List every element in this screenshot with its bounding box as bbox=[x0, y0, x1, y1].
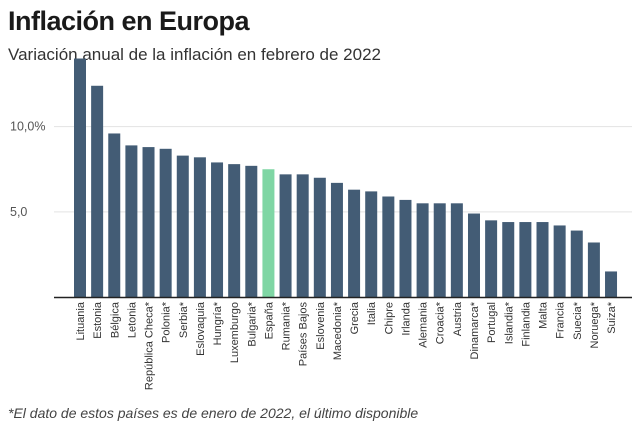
bar bbox=[228, 164, 241, 297]
bar bbox=[142, 147, 155, 297]
x-tick-label: Portugal bbox=[486, 302, 498, 343]
bar bbox=[485, 220, 498, 297]
bar bbox=[605, 271, 618, 297]
chart-title: Inflación en Europa bbox=[8, 6, 250, 36]
x-tick-label: Suiza* bbox=[606, 301, 618, 334]
x-tick-label: Suecia* bbox=[572, 301, 584, 340]
bar bbox=[125, 145, 138, 297]
x-tick-label: Dinamarca* bbox=[469, 301, 481, 359]
x-tick-label: Italia bbox=[366, 301, 378, 325]
y-tick-label: 10,0% bbox=[10, 120, 45, 134]
bar bbox=[330, 182, 343, 297]
bar bbox=[399, 199, 412, 297]
bar bbox=[587, 242, 600, 297]
x-tick-label: Hungría* bbox=[212, 301, 224, 345]
bar bbox=[519, 222, 532, 297]
bar bbox=[245, 165, 258, 297]
x-tick-label: Malta bbox=[538, 301, 550, 329]
x-tick-label: Lituania bbox=[75, 301, 87, 340]
x-tick-label: Croacia* bbox=[435, 301, 447, 344]
bar bbox=[159, 148, 172, 297]
bar bbox=[570, 230, 583, 297]
x-tick-label: República Checa* bbox=[144, 301, 156, 390]
x-tick-label: Eslovaquia bbox=[195, 301, 207, 356]
x-tick-label: Eslovenia bbox=[315, 301, 327, 350]
chart-subtitle: Variación anual de la inflación en febre… bbox=[8, 45, 382, 64]
x-tick-label: Polonia* bbox=[161, 301, 173, 343]
x-tick-label: Letonia bbox=[126, 301, 138, 338]
bar bbox=[296, 174, 309, 297]
bar bbox=[108, 133, 121, 297]
bar bbox=[348, 189, 361, 297]
bar bbox=[91, 85, 104, 297]
bar bbox=[176, 155, 189, 297]
y-tick-label: 5,0 bbox=[10, 205, 27, 219]
x-tick-label: Macedonia* bbox=[332, 301, 344, 360]
x-tick-label: Estonia bbox=[92, 301, 104, 339]
bar bbox=[536, 222, 549, 297]
bar bbox=[262, 169, 275, 297]
x-tick-label: Irlanda bbox=[400, 301, 412, 336]
x-tick-label: Luxemburgo bbox=[229, 302, 241, 363]
bar bbox=[279, 174, 292, 297]
x-tick-label: Noruega* bbox=[589, 301, 601, 348]
x-tick-label: Alemania bbox=[418, 301, 430, 348]
x-tick-label: Rumania* bbox=[281, 301, 293, 350]
bar bbox=[553, 225, 566, 297]
x-tick-label: Bulgaria* bbox=[246, 301, 258, 346]
x-tick-label: Finlandia bbox=[520, 301, 532, 347]
x-tick-label: Bélgica bbox=[109, 301, 121, 338]
gridlines bbox=[54, 126, 632, 213]
bar bbox=[193, 157, 206, 297]
x-tick-label: Austria bbox=[452, 301, 464, 336]
bar bbox=[433, 203, 446, 297]
bar bbox=[74, 58, 86, 297]
x-tick-label: Países Bajos bbox=[298, 302, 310, 367]
x-tick-label: Francia bbox=[555, 301, 567, 339]
x-tick-label: Grecia bbox=[349, 301, 361, 334]
bar bbox=[450, 203, 463, 297]
x-tick-label: Serbia* bbox=[178, 301, 190, 338]
x-axis-labels: Lituania Estonia Bélgica Letonia República C… bbox=[75, 301, 618, 390]
bar bbox=[416, 203, 429, 297]
bar bbox=[211, 162, 224, 297]
bar bbox=[313, 177, 326, 297]
footnote: *El dato de estos países es de enero de … bbox=[8, 405, 419, 421]
bar bbox=[467, 213, 480, 297]
bars bbox=[74, 58, 618, 297]
y-axis-ticks: 5,0 10,0% bbox=[10, 120, 45, 219]
bar bbox=[502, 222, 515, 297]
x-tick-label: España bbox=[263, 301, 275, 339]
bar bbox=[365, 191, 378, 297]
bar bbox=[382, 196, 395, 297]
x-tick-label: Islandia* bbox=[503, 301, 515, 344]
x-tick-label: Chipre bbox=[383, 302, 395, 334]
